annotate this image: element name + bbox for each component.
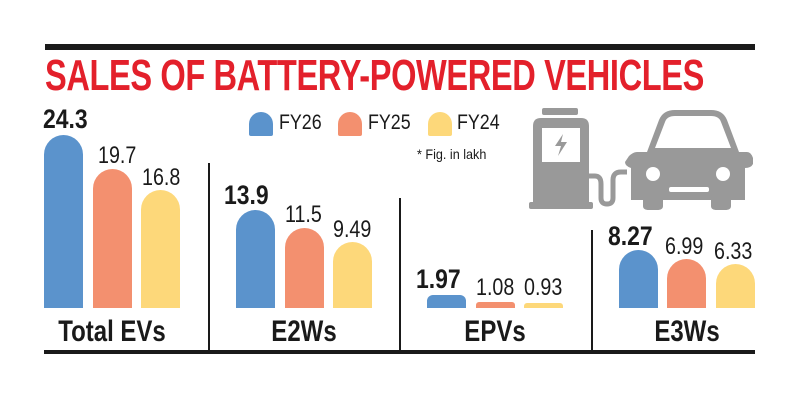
bar-total-evs-fy24 xyxy=(141,190,180,308)
category-label-e3ws: E3Ws xyxy=(654,315,720,348)
chart-title: SALES OF BATTERY-POWERED VEHICLES xyxy=(45,53,751,99)
ev-charging-car-icon xyxy=(529,108,753,210)
legend-swatch-fy25 xyxy=(338,112,362,136)
legend-label-fy25: FY25 xyxy=(368,111,411,134)
panel-divider xyxy=(399,198,401,351)
category-label-epvs: EPVs xyxy=(464,315,526,348)
chart-title-text: SALES OF BATTERY-POWERED VEHICLES xyxy=(45,51,704,100)
baseline-rule xyxy=(44,350,755,354)
bar-total-evs-fy25 xyxy=(93,169,132,308)
legend-swatch-fy26 xyxy=(249,112,273,136)
units-note: * Fig. in lakh xyxy=(417,146,487,162)
bar-epvs-fy24 xyxy=(524,303,563,308)
panel-divider xyxy=(591,230,593,351)
value-e2ws-fy25: 11.5 xyxy=(285,201,322,228)
value-total-evs-fy25: 19.7 xyxy=(98,142,137,169)
legend-label-fy26: FY26 xyxy=(279,111,322,134)
bar-e3ws-fy25 xyxy=(667,259,706,308)
bar-total-evs-fy26 xyxy=(44,135,83,308)
panel-divider xyxy=(208,163,210,351)
bar-e2ws-fy24 xyxy=(333,242,372,308)
value-e3ws-fy26: 8.27 xyxy=(608,221,653,251)
bar-e3ws-fy26 xyxy=(619,250,658,308)
category-label-e2ws: E2Ws xyxy=(271,315,337,348)
value-e3ws-fy25: 6.99 xyxy=(665,233,704,260)
value-e2ws-fy24: 9.49 xyxy=(333,216,372,243)
value-total-evs-fy26: 24.3 xyxy=(43,104,88,134)
legend-swatch-fy24 xyxy=(428,112,452,136)
legend-label-fy24: FY24 xyxy=(457,111,500,134)
top-rule xyxy=(45,44,755,50)
value-e3ws-fy24: 6.33 xyxy=(714,238,753,265)
bar-e2ws-fy26 xyxy=(236,210,275,308)
bar-epvs-fy25 xyxy=(476,302,515,308)
value-epvs-fy25: 1.08 xyxy=(476,274,515,301)
value-epvs-fy24: 0.93 xyxy=(524,274,563,301)
value-total-evs-fy24: 16.8 xyxy=(142,164,181,191)
bar-epvs-fy26 xyxy=(427,295,466,308)
bar-e2ws-fy25 xyxy=(285,228,324,308)
category-label-total-evs: Total EVs xyxy=(58,315,166,348)
value-epvs-fy26: 1.97 xyxy=(416,264,461,294)
value-e2ws-fy26: 13.9 xyxy=(224,180,269,210)
bar-e3ws-fy24 xyxy=(716,264,755,308)
